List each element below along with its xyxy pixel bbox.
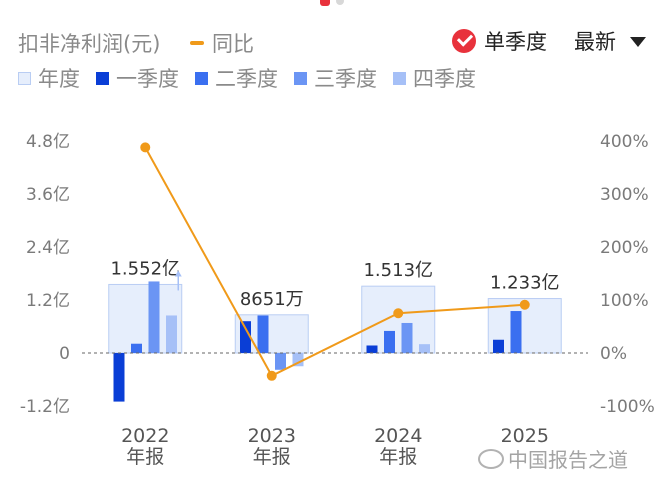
quarter-bar [113, 353, 125, 402]
left-tick-label: 3.6亿 [26, 185, 70, 205]
legend-label: 年度 [38, 67, 80, 91]
right-tick-label: 400% [600, 132, 649, 152]
legend-swatch [294, 71, 307, 85]
right-tick-label: 100% [600, 291, 649, 311]
period-dropdown-label: 最新 [574, 30, 616, 54]
quarter-bar [275, 353, 286, 370]
legend-item-q2[interactable]: 二季度 [195, 63, 278, 93]
legend-item-q3[interactable]: 三季度 [294, 63, 377, 93]
x-category-sublabel: 年报 [379, 446, 417, 468]
single-quarter-label: 单季度 [484, 30, 547, 54]
annual-value-label: 1.233亿 [490, 273, 560, 294]
legend-item-year[interactable]: 年度 [18, 63, 80, 93]
left-tick-label: 0 [59, 344, 70, 364]
watermark-logo-icon [478, 448, 504, 469]
watermark-text: 中国报告之道 [508, 448, 628, 472]
quarter-bar [510, 311, 522, 353]
legend-swatch [18, 71, 31, 85]
right-tick-label: 200% [600, 238, 649, 258]
yoy-point [266, 370, 277, 381]
left-tick-label: 2.4亿 [26, 238, 70, 258]
chart-header: 扣非净利润(元) 同比 单季度 最新 [18, 26, 658, 58]
x-category-label: 2024 [374, 425, 422, 447]
yoy-point [393, 308, 404, 319]
series-legend: 年度 一季度 二季度 三季度 四季度 [18, 64, 492, 92]
yoy-line-swatch [190, 41, 204, 45]
quarter-bar [401, 322, 413, 353]
legend-label: 三季度 [314, 67, 377, 91]
legend-item-q1[interactable]: 一季度 [96, 63, 179, 93]
left-tick-label: 1.2亿 [26, 291, 70, 311]
quarter-bar [166, 315, 177, 353]
right-tick-label: 0% [600, 344, 627, 364]
caret-down-icon [630, 37, 646, 47]
yoy-point [519, 299, 530, 310]
quarter-bar [493, 339, 504, 353]
annual-value-label: 1.513亿 [363, 260, 433, 281]
check-circle-icon [452, 29, 476, 53]
left-tick-label: 4.8亿 [26, 132, 70, 152]
quarter-bar [131, 343, 142, 353]
x-category-sublabel: 年报 [253, 446, 291, 468]
legend-label: 一季度 [116, 67, 179, 91]
left-tick-label: -1.2亿 [20, 397, 70, 417]
top-indicator [320, 0, 360, 8]
right-tick-label: -100% [600, 397, 655, 417]
quarter-bar [257, 315, 269, 353]
quarter-bar [419, 344, 430, 353]
x-category-sublabel: 年报 [126, 446, 164, 468]
legend-swatch [393, 71, 406, 85]
yoy-point [140, 142, 151, 153]
legend-swatch [96, 71, 109, 85]
watermark: 中国报告之道 [478, 444, 628, 473]
single-quarter-toggle[interactable]: 单季度 [452, 26, 547, 56]
annual-value-label: 8651万 [240, 289, 304, 310]
x-category-label: 2022 [121, 425, 169, 447]
annual-bar [361, 285, 436, 354]
quarter-bar [240, 321, 251, 353]
legend-yoy-label: 同比 [212, 32, 254, 56]
legend-label: 二季度 [215, 67, 278, 91]
legend-yoy[interactable]: 同比 [190, 28, 254, 58]
legend-item-q4[interactable]: 四季度 [393, 63, 476, 93]
quarter-bar [292, 353, 304, 367]
quarter-bar [384, 330, 395, 353]
period-dropdown[interactable]: 最新 [574, 26, 646, 56]
quarter-bar [366, 345, 378, 353]
yoy-line [144, 146, 525, 378]
quarter-bar [148, 281, 160, 353]
right-tick-label: 300% [600, 185, 649, 205]
x-category-label: 2023 [248, 425, 296, 447]
x-category-label: 2025 [501, 425, 549, 447]
annual-arrow-head [174, 270, 182, 277]
chart-title: 扣非净利润(元) [18, 32, 161, 56]
annual-value-label: 1.552亿 [110, 258, 180, 279]
legend-label: 四季度 [413, 67, 476, 91]
legend-swatch [195, 71, 208, 85]
